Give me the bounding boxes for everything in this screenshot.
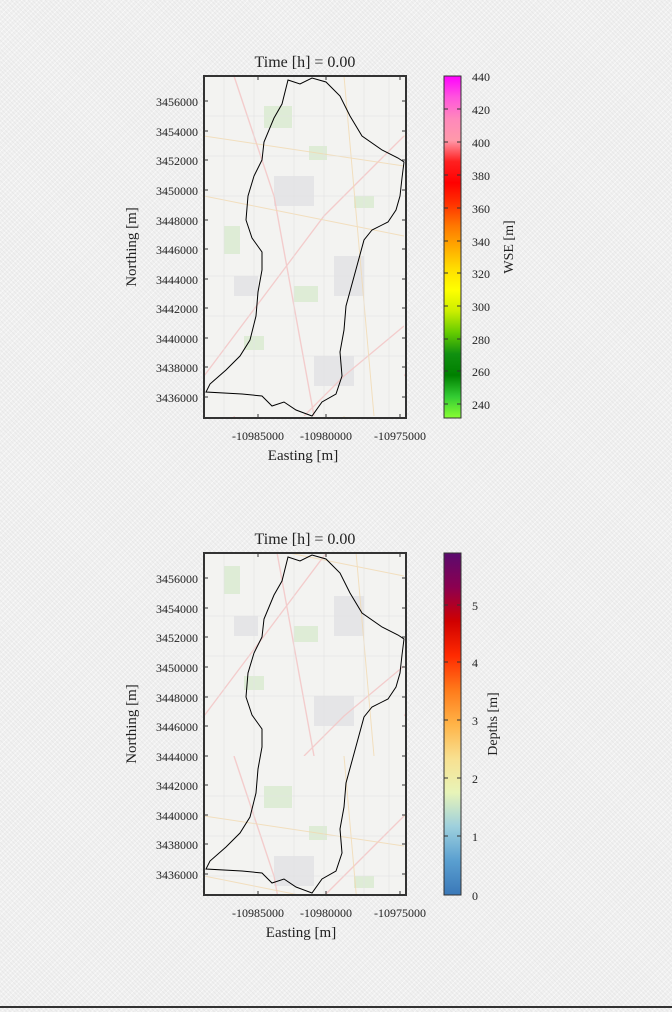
y-tick-label: 3456000 xyxy=(156,95,198,109)
colorbar-tick-label: 3 xyxy=(472,714,478,728)
colorbar-tick-label: 4 xyxy=(472,656,478,670)
y-tick-label: 3436000 xyxy=(156,391,198,405)
map-title: Time [h] = 0.00 xyxy=(255,531,356,548)
colorbar-tick-label: 300 xyxy=(472,300,490,314)
y-tick-label: 3454000 xyxy=(156,125,198,139)
colorbar-tick-label: 280 xyxy=(472,333,490,347)
x-tick-label: -10985000 xyxy=(232,906,284,920)
y-tick-label: 3446000 xyxy=(156,243,198,257)
colorbar-tick-label: 320 xyxy=(472,267,490,281)
y-tick-labels: 3456000 3454000 3452000 3450000 3448000 … xyxy=(156,572,198,882)
x-tick-label: -10975000 xyxy=(374,429,426,443)
colorbar-label: WSE [m] xyxy=(502,220,517,273)
axis-ticks xyxy=(204,76,406,418)
colorbar-tick-label: 5 xyxy=(472,599,478,613)
basemap xyxy=(204,76,406,418)
x-tick-labels: -10985000 -10980000 -10975000 xyxy=(232,906,426,920)
colorbar-tick-label: 380 xyxy=(472,169,490,183)
colorbar-tick-label: 360 xyxy=(472,202,490,216)
y-tick-label: 3442000 xyxy=(156,779,198,793)
colorbar-tick-label: 0 xyxy=(472,889,478,903)
y-tick-label: 3442000 xyxy=(156,302,198,316)
colorbar-tick-label: 240 xyxy=(472,398,490,412)
x-tick-label: -10980000 xyxy=(300,906,352,920)
map-title: Time [h] = 0.00 xyxy=(255,54,356,71)
y-tick-label: 3448000 xyxy=(156,214,198,228)
x-tick-label: -10985000 xyxy=(232,429,284,443)
x-axis-label: Easting [m] xyxy=(266,925,336,941)
y-tick-label: 3448000 xyxy=(156,691,198,705)
y-tick-label: 3440000 xyxy=(156,332,198,346)
colorbar-frame xyxy=(443,75,462,419)
basemap xyxy=(204,553,406,895)
map-frame xyxy=(203,75,407,419)
colorbar-gradient xyxy=(444,553,461,895)
depth-panel: Time [h] = 0.00 3456000 3454000 3452000 … xyxy=(124,531,501,941)
watershed-boundary xyxy=(205,77,405,417)
colorbar-tick-label: 2 xyxy=(472,772,478,786)
colorbar-tick-label: 400 xyxy=(472,136,490,150)
colorbar-tick-label: 420 xyxy=(472,103,490,117)
y-tick-label: 3438000 xyxy=(156,361,198,375)
colorbar-tick-label: 1 xyxy=(472,830,478,844)
watershed-boundary xyxy=(205,554,405,894)
y-tick-label: 3456000 xyxy=(156,572,198,586)
y-tick-label: 3452000 xyxy=(156,631,198,645)
y-axis-label: Northing [m] xyxy=(124,684,140,764)
colorbar-tick-label: 340 xyxy=(472,235,490,249)
wse-panel: Time [h] = 0.00 3456000 3454000 3452000 … xyxy=(124,54,517,464)
y-tick-label: 3454000 xyxy=(156,602,198,616)
colorbar-tick-labels: 5 4 3 2 1 0 xyxy=(472,599,478,903)
y-tick-label: 3450000 xyxy=(156,184,198,198)
bottom-border xyxy=(0,1006,672,1008)
colorbar-tick-label: 260 xyxy=(472,365,490,379)
colorbar-gradient xyxy=(444,76,461,418)
x-tick-labels: -10985000 -10980000 -10975000 xyxy=(232,429,426,443)
x-axis-label: Easting [m] xyxy=(268,448,338,464)
y-tick-label: 3438000 xyxy=(156,838,198,852)
colorbar-label: Depths [m] xyxy=(486,692,501,755)
y-tick-labels: 3456000 3454000 3452000 3450000 3448000 … xyxy=(156,95,198,405)
y-tick-label: 3444000 xyxy=(156,273,198,287)
wse-colorbar xyxy=(444,75,461,418)
colorbar-tick-label: 440 xyxy=(472,70,490,84)
y-tick-label: 3446000 xyxy=(156,720,198,734)
depth-colorbar xyxy=(444,553,461,896)
x-tick-label: -10980000 xyxy=(300,429,352,443)
y-tick-label: 3452000 xyxy=(156,154,198,168)
y-axis-label: Northing [m] xyxy=(124,207,140,287)
colorbar-tick-labels: 440 420 400 380 360 340 320 300 280 260 … xyxy=(472,70,490,412)
y-tick-label: 3436000 xyxy=(156,868,198,882)
colorbar-frame xyxy=(443,552,462,896)
map-frame xyxy=(203,552,407,896)
axis-ticks xyxy=(204,553,406,895)
x-tick-label: -10975000 xyxy=(374,906,426,920)
y-tick-label: 3440000 xyxy=(156,809,198,823)
y-tick-label: 3444000 xyxy=(156,750,198,764)
y-tick-label: 3450000 xyxy=(156,661,198,675)
